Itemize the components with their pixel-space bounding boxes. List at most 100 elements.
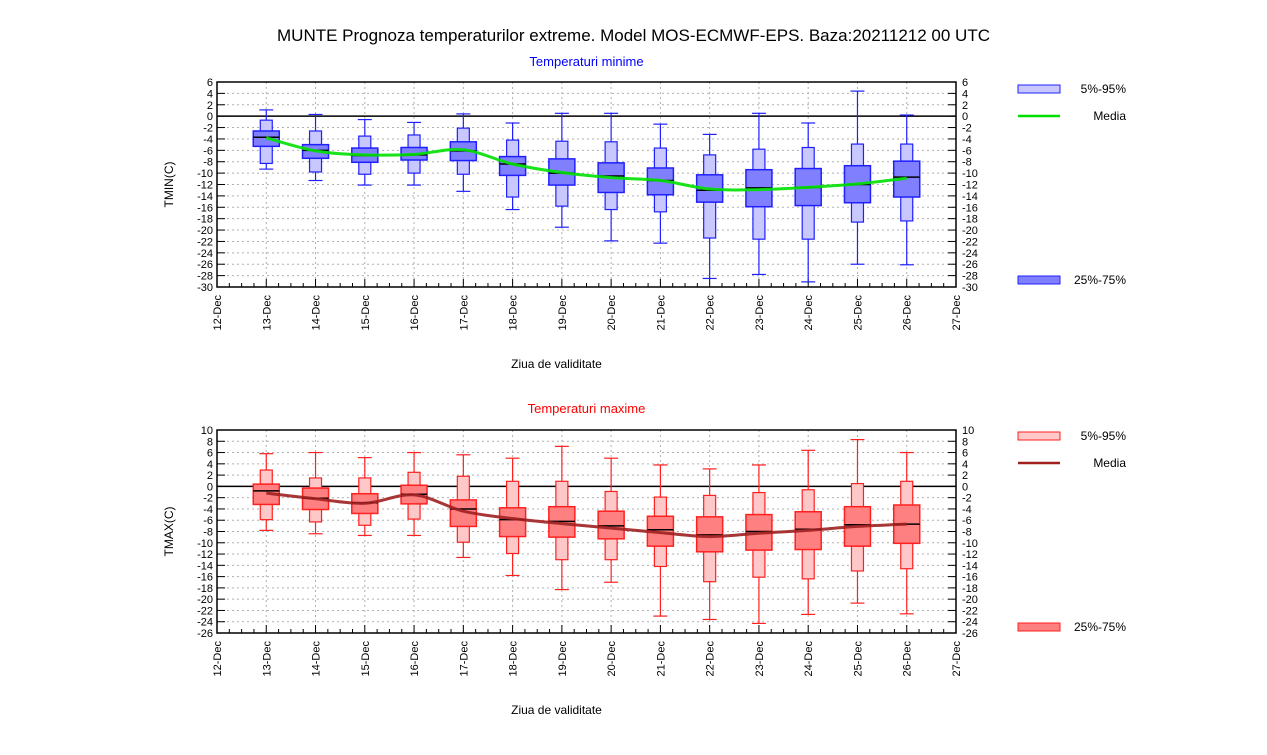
y-tick-label-right: -28 bbox=[962, 271, 978, 283]
y-tick-label-right: 6 bbox=[962, 448, 968, 460]
y-tick-label-right: -24 bbox=[962, 248, 978, 260]
y-tick-label-left: -20 bbox=[197, 225, 213, 237]
x-tick-label: 21-Dec bbox=[655, 295, 667, 331]
y-tick-label-left: -8 bbox=[203, 527, 213, 539]
y-tick-label-right: 8 bbox=[962, 436, 968, 448]
y-tick-label-left: -30 bbox=[197, 282, 213, 294]
y-tick-label-right: -14 bbox=[962, 560, 978, 572]
y-tick-label-left: -14 bbox=[197, 560, 213, 572]
y-tick-label-right: -24 bbox=[962, 617, 978, 629]
y-tick-label-left: -8 bbox=[203, 157, 213, 169]
y-tick-label-left: -26 bbox=[197, 259, 213, 271]
y-tick-label-left: -6 bbox=[203, 515, 213, 527]
x-tick-label: 18-Dec bbox=[508, 641, 520, 677]
box-group bbox=[252, 453, 281, 531]
y-tick-label-left: 0 bbox=[207, 481, 213, 493]
x-tick-label: 27-Dec bbox=[951, 295, 963, 331]
legend-label-25-75: 25%-75% bbox=[1074, 620, 1126, 634]
y-tick-label-left: -12 bbox=[197, 549, 213, 561]
x-tick-label: 26-Dec bbox=[902, 295, 914, 331]
y-tick-label-right: 2 bbox=[962, 470, 968, 482]
x-tick-label: 20-Dec bbox=[606, 295, 618, 331]
x-tick-label: 23-Dec bbox=[754, 295, 766, 331]
chart-main-title: MUNTE Prognoza temperaturilor extreme. M… bbox=[277, 26, 990, 45]
box-group bbox=[794, 122, 822, 283]
x-tick-label: 12-Dec bbox=[212, 295, 224, 331]
y-tick-label-left: -4 bbox=[203, 504, 213, 516]
y-tick-label-left: -16 bbox=[197, 572, 213, 584]
y-tick-label-left: -22 bbox=[197, 605, 213, 617]
legend-swatch-25-75 bbox=[1017, 622, 1061, 632]
box-25-75 bbox=[597, 510, 625, 540]
y-tick-label-right: -12 bbox=[962, 180, 978, 192]
y-tick-label-left: 4 bbox=[207, 88, 213, 100]
y-tick-label-left: -14 bbox=[197, 191, 213, 203]
y-tick-label-right: -22 bbox=[962, 605, 978, 617]
y-tick-label-left: 10 bbox=[201, 425, 213, 437]
legend-label-mean: Media bbox=[1093, 456, 1126, 470]
x-tick-label: 17-Dec bbox=[458, 295, 470, 331]
box-group bbox=[695, 468, 724, 621]
box-group bbox=[548, 445, 576, 591]
y-axis-label: TMIN(C) bbox=[162, 162, 176, 208]
x-tick-label: 14-Dec bbox=[311, 295, 323, 331]
y-tick-label-right: -10 bbox=[962, 538, 978, 550]
x-tick-label: 13-Dec bbox=[261, 641, 273, 677]
x-tick-label: 19-Dec bbox=[557, 295, 569, 331]
box-group bbox=[449, 454, 478, 559]
x-tick-label: 26-Dec bbox=[902, 641, 914, 677]
x-tick-label: 19-Dec bbox=[557, 641, 569, 677]
x-tick-label: 23-Dec bbox=[754, 641, 766, 677]
x-tick-label: 25-Dec bbox=[852, 641, 864, 677]
x-tick-label: 22-Dec bbox=[705, 641, 717, 677]
y-tick-label-left: 2 bbox=[207, 100, 213, 112]
legend-label-25-75: 25%-75% bbox=[1074, 273, 1126, 287]
x-tick-label: 27-Dec bbox=[951, 641, 963, 677]
y-tick-label-left: -28 bbox=[197, 271, 213, 283]
x-tick-label: 14-Dec bbox=[311, 641, 323, 677]
box-group bbox=[745, 112, 773, 276]
x-tick-label: 22-Dec bbox=[705, 295, 717, 331]
x-tick-label: 15-Dec bbox=[360, 295, 372, 331]
box-group bbox=[892, 114, 921, 266]
legend-label-mean: Media bbox=[1093, 109, 1126, 123]
y-tick-label-left: -4 bbox=[203, 134, 213, 146]
legend-swatch-5-95 bbox=[1017, 84, 1061, 94]
y-tick-label-left: -16 bbox=[197, 202, 213, 214]
chart-subtitle: Temperaturi maxime bbox=[528, 401, 646, 416]
y-tick-label-right: -4 bbox=[962, 504, 972, 516]
y-tick-label-left: 6 bbox=[207, 77, 213, 89]
y-tick-label-left: 8 bbox=[207, 436, 213, 448]
box-group bbox=[646, 464, 675, 617]
x-axis-label: Ziua de validitate bbox=[511, 703, 602, 717]
y-tick-label-left: -18 bbox=[197, 583, 213, 595]
x-tick-label: 18-Dec bbox=[508, 295, 520, 331]
y-tick-label-right: -18 bbox=[962, 214, 978, 226]
box-group bbox=[597, 457, 625, 583]
mean-line bbox=[266, 491, 907, 539]
y-tick-label-right: -16 bbox=[962, 202, 978, 214]
y-tick-label-right: -26 bbox=[962, 628, 978, 640]
x-tick-label: 21-Dec bbox=[655, 641, 667, 677]
y-tick-label-left: -26 bbox=[197, 628, 213, 640]
x-tick-label: 12-Dec bbox=[212, 641, 224, 677]
box-group bbox=[695, 133, 724, 280]
y-tick-label-right: -10 bbox=[962, 168, 978, 180]
y-tick-label-left: -18 bbox=[197, 214, 213, 226]
y-tick-label-right: 4 bbox=[962, 88, 968, 100]
x-tick-label: 17-Dec bbox=[458, 641, 470, 677]
y-tick-label-right: -8 bbox=[962, 157, 972, 169]
y-tick-label-left: 0 bbox=[207, 111, 213, 123]
y-tick-label-left: -10 bbox=[197, 168, 213, 180]
y-tick-label-right: -20 bbox=[962, 594, 978, 606]
y-tick-label-left: 4 bbox=[207, 459, 213, 471]
box-group bbox=[745, 464, 773, 625]
x-tick-label: 16-Dec bbox=[409, 641, 421, 677]
box-group bbox=[843, 90, 872, 265]
y-axis-label: TMAX(C) bbox=[162, 507, 176, 557]
y-tick-label-right: -6 bbox=[962, 145, 972, 157]
legend-label-5-95: 5%-95% bbox=[1081, 82, 1127, 96]
